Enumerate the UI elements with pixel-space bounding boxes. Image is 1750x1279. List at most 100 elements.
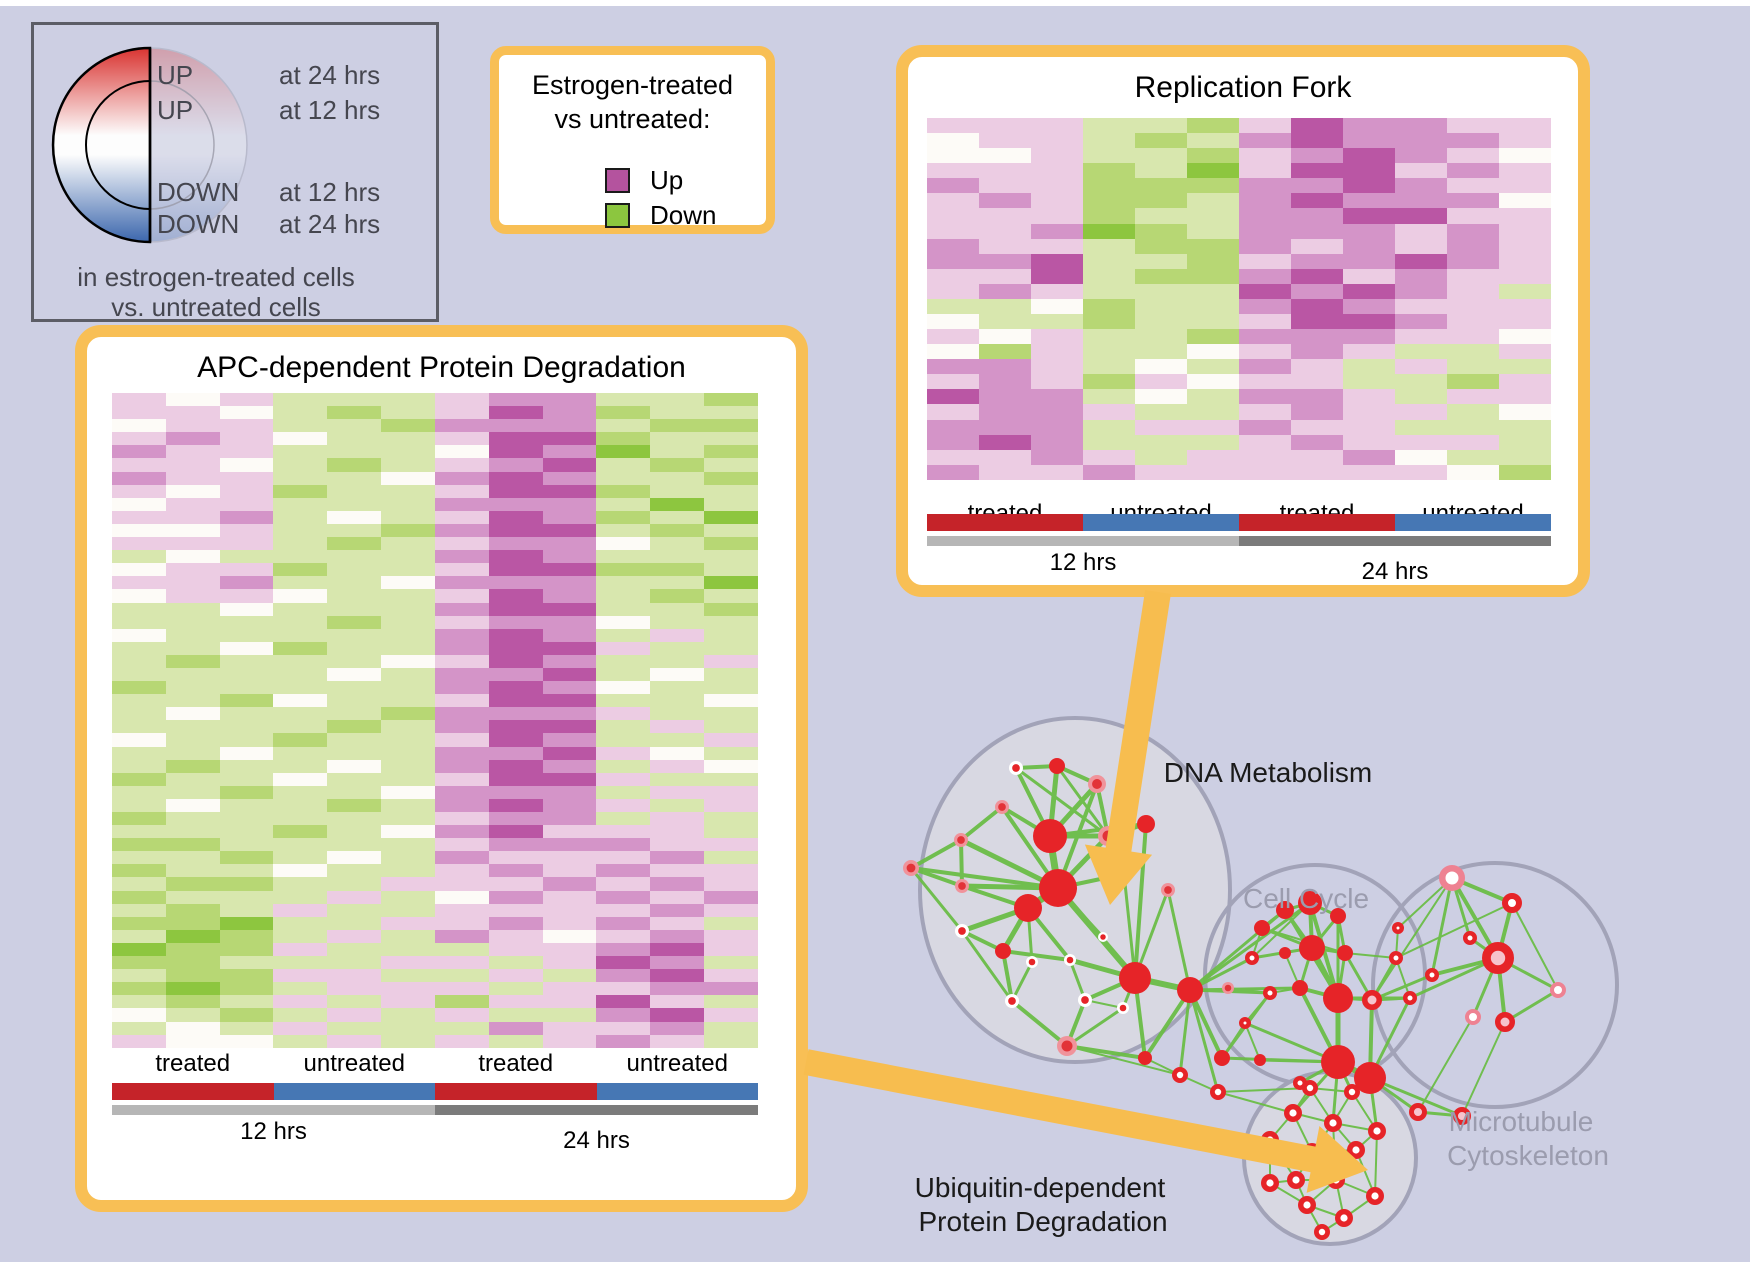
heatmap-row	[112, 812, 758, 826]
treatment-bar-segment	[112, 1083, 274, 1100]
heatmap-row	[112, 484, 758, 498]
heatmap-row	[927, 238, 1551, 254]
treatment-bar-segment	[927, 514, 1083, 531]
time-color-bar	[112, 1105, 758, 1115]
heatmap-row	[112, 746, 758, 760]
time-labels: 12 hrs 24 hrs	[927, 549, 1551, 586]
heatmap-row	[112, 1034, 758, 1048]
heatmap-row	[112, 667, 758, 682]
heatmap-row	[927, 404, 1551, 420]
heatmap-row	[112, 602, 758, 616]
time-labels: 12 hrs 24 hrs	[112, 1118, 758, 1155]
cluster-label: Ubiquitin-dependent	[914, 1172, 1166, 1203]
heatmap-row	[112, 733, 758, 747]
heatmap-row	[927, 133, 1551, 149]
heatmap-row	[112, 445, 758, 459]
estrogen-updown-legend: Estrogen-treated vs untreated: Up Down	[490, 46, 775, 234]
legend-caption-line1: in estrogen-treated cells	[77, 262, 355, 292]
heatmap-row	[112, 864, 758, 878]
heatmap-row	[112, 523, 758, 538]
down-color-swatch	[605, 203, 630, 228]
heatmap-row	[112, 916, 758, 930]
heatmap-row	[112, 877, 758, 891]
heatmap-row	[112, 1008, 758, 1022]
panel-title: APC-dependent Protein Degradation	[197, 351, 686, 384]
legend-row: DOWN at 12 hrs	[157, 177, 380, 208]
heatmap-row	[112, 681, 758, 695]
heatmap-row	[112, 825, 758, 839]
legend-row: UP at 12 hrs	[157, 95, 380, 126]
heatmap-row	[112, 1021, 758, 1035]
heatmap-row	[112, 995, 758, 1009]
replication-fork-panel: Replication Fork treateduntreatedtreated…	[896, 45, 1590, 597]
heatmap-row	[927, 464, 1551, 480]
heatmap-row	[112, 956, 758, 970]
cluster-label: DNA Metabolism	[1163, 757, 1373, 788]
time-color-bar	[927, 536, 1551, 546]
heatmap-row	[927, 163, 1551, 179]
heatmap-row	[927, 329, 1551, 345]
heatmap-row	[112, 628, 758, 642]
heatmap-row	[112, 393, 758, 407]
heatmap-row	[112, 654, 758, 668]
legend-row: DOWN at 24 hrs	[157, 209, 380, 240]
heatmap-row	[112, 707, 758, 721]
inner-circle-right	[149, 80, 215, 210]
time-label: 24 hrs	[1361, 558, 1429, 585]
panel-title: Replication Fork	[1134, 71, 1352, 104]
heatmap-row	[927, 374, 1551, 390]
legend-item-down: Down	[605, 200, 716, 231]
heatmap-row	[927, 434, 1551, 450]
heatmap-row	[112, 550, 758, 564]
heatmap-row	[927, 268, 1551, 284]
estrogen-legend-title-line2: vs untreated:	[554, 104, 711, 134]
heatmap-row	[112, 589, 758, 603]
inner-circle-left	[85, 80, 151, 210]
time-label: at 12 hrs	[279, 177, 381, 207]
treatment-bar-segment	[273, 1083, 435, 1100]
heatmap-row	[112, 497, 758, 511]
legend-row: UP at 24 hrs	[157, 60, 380, 91]
heatmap-row	[112, 929, 758, 943]
gradient-right-half	[149, 47, 248, 243]
up-label: Up	[650, 165, 684, 195]
treatment-group-labels: treated untreated treated untreated	[112, 1050, 758, 1078]
apc-degradation-panel: APC-dependent Protein Degradation treate…	[75, 325, 808, 1212]
legend-item-up: Up	[605, 165, 683, 196]
heatmap-row	[112, 720, 758, 734]
heatmap-row	[112, 406, 758, 420]
treatment-color-bar	[927, 514, 1551, 531]
heatmap-row	[927, 253, 1551, 269]
heatmap-row	[927, 118, 1551, 134]
heatmap-row	[927, 298, 1551, 315]
heatmap	[112, 393, 758, 1048]
heatmap	[927, 118, 1551, 480]
time-bar-segment	[927, 536, 1239, 546]
heatmap-row	[112, 851, 758, 865]
time-bar-segment	[112, 1105, 435, 1115]
treatment-bar-segment	[1083, 514, 1239, 531]
heatmap-row	[112, 458, 758, 472]
heatmap-row	[112, 772, 758, 786]
cluster-label: Microtubule	[1448, 1106, 1594, 1137]
heatmap-row	[112, 563, 758, 577]
heatmap-row	[927, 148, 1551, 164]
gradient-left-half	[51, 46, 152, 244]
cluster-label: Protein Degradation	[918, 1206, 1168, 1237]
treatment-bar-segment	[1239, 514, 1395, 531]
treatment-label: treated	[155, 1050, 231, 1077]
heatmap-row	[112, 890, 758, 904]
cluster-label: Cell Cycle	[1242, 883, 1370, 914]
time-label: at 24 hrs	[279, 60, 381, 90]
heatmap-row	[112, 641, 758, 655]
heatmap-row	[112, 419, 758, 433]
legend-caption-line2: vs. untreated cells	[111, 292, 321, 322]
heatmap-row	[927, 223, 1551, 239]
heatmap-row	[112, 615, 758, 629]
heatmap-row	[112, 694, 758, 708]
treatment-label: treated	[478, 1050, 554, 1077]
treatment-bar-segment	[596, 1083, 758, 1100]
down-label: Down	[650, 200, 717, 230]
heatmap-row	[112, 982, 758, 996]
